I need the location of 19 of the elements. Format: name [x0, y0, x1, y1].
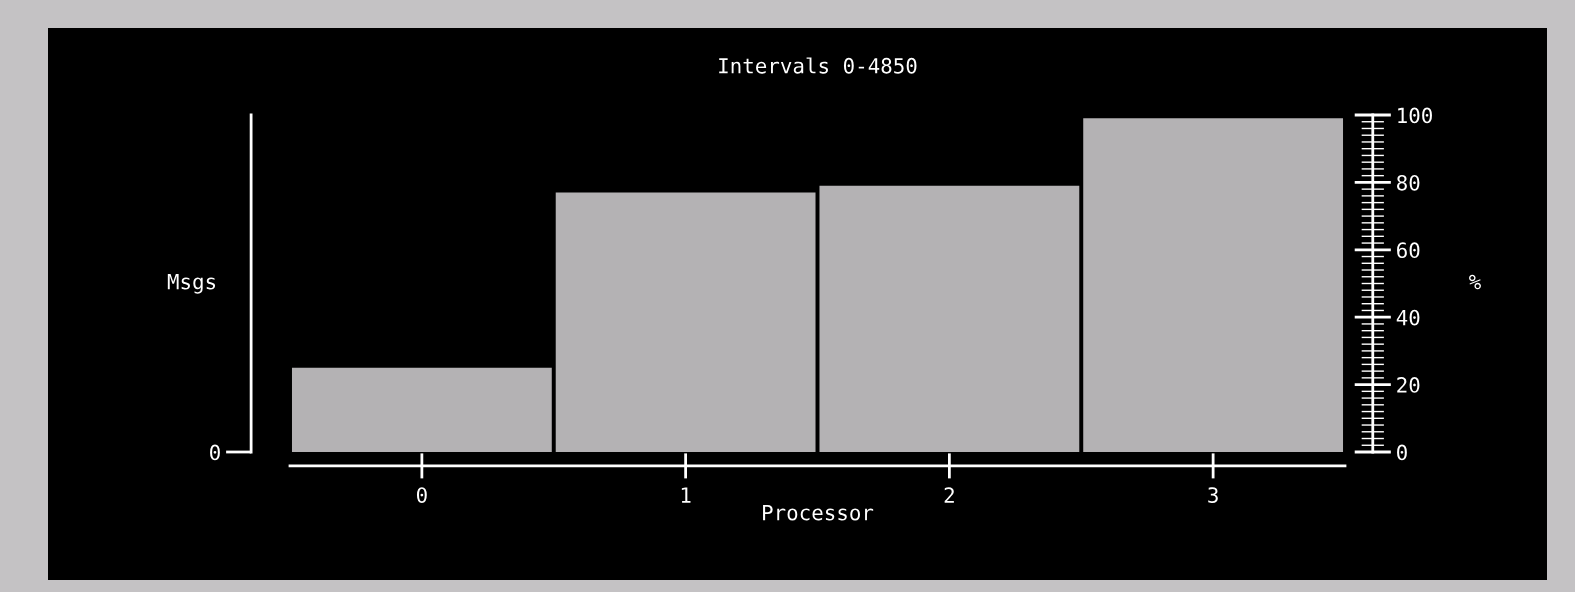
x-tick-label: 1	[681, 487, 691, 503]
y2-tick-label: 60	[1397, 242, 1420, 259]
y2-tick-label: 100	[1398, 107, 1432, 124]
chart-title: Intervals 0-4850	[719, 57, 917, 74]
bar	[291, 367, 552, 452]
bar	[1083, 118, 1344, 452]
y2-tick-label: 40	[1396, 309, 1420, 326]
bar	[555, 192, 816, 452]
x-tick-label: 2	[944, 487, 954, 503]
y2-tick-label: 20	[1397, 377, 1420, 393]
y2-tick-label: 80	[1397, 174, 1420, 191]
bar	[819, 185, 1080, 452]
y2-tick-label: 0	[1397, 444, 1407, 461]
text: 0	[210, 444, 220, 461]
y-axis-title: Msgs	[167, 273, 216, 294]
x-tick-label: 3	[1208, 487, 1218, 503]
x-tick-label: 0	[416, 487, 427, 503]
x-axis-title: Processor	[763, 504, 874, 521]
y2-axis-title: %	[1469, 274, 1481, 290]
